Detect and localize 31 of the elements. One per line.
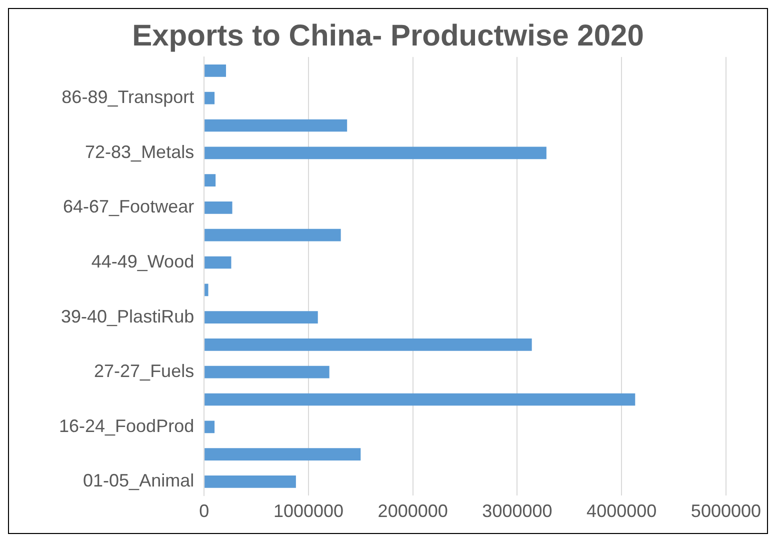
- x-tick-label: 0: [199, 501, 210, 522]
- y-tick-label: 39-40_PlastiRub: [61, 306, 194, 326]
- bar: [204, 92, 215, 104]
- bar: [204, 338, 532, 351]
- y-tick-label: 64-67_Footwear: [63, 196, 194, 217]
- x-tick-label: 2000000: [378, 501, 448, 522]
- bar: [204, 256, 232, 269]
- bar: [204, 366, 330, 378]
- x-tick-label: 1000000: [273, 501, 344, 522]
- bar: [204, 64, 226, 77]
- bar: [204, 174, 216, 186]
- x-tick-label: 3000000: [482, 501, 552, 522]
- bar: [204, 311, 318, 324]
- y-tick-label: 16-24_FoodProd: [58, 416, 194, 436]
- y-tick-label: 44-49_Wood: [91, 251, 194, 272]
- bar: [204, 146, 546, 160]
- bar: [204, 228, 341, 242]
- bar: [204, 202, 232, 214]
- y-tick-label: 86-89_Transport: [62, 87, 194, 108]
- bar: [204, 448, 361, 460]
- bar: [204, 393, 636, 406]
- y-tick-label: 01-05_Animal: [83, 470, 194, 491]
- bar: [204, 476, 296, 488]
- bar: [204, 420, 215, 434]
- y-tick-label: 72-83_Metals: [85, 142, 194, 162]
- y-tick-label: 27-27_Fuels: [94, 361, 194, 382]
- bar: [204, 119, 348, 132]
- x-tick-label: 5000000: [690, 501, 761, 522]
- x-tick-label: 4000000: [586, 501, 657, 522]
- chart-title: Exports to China- Productwise 2020: [132, 19, 644, 52]
- bar: [204, 284, 208, 296]
